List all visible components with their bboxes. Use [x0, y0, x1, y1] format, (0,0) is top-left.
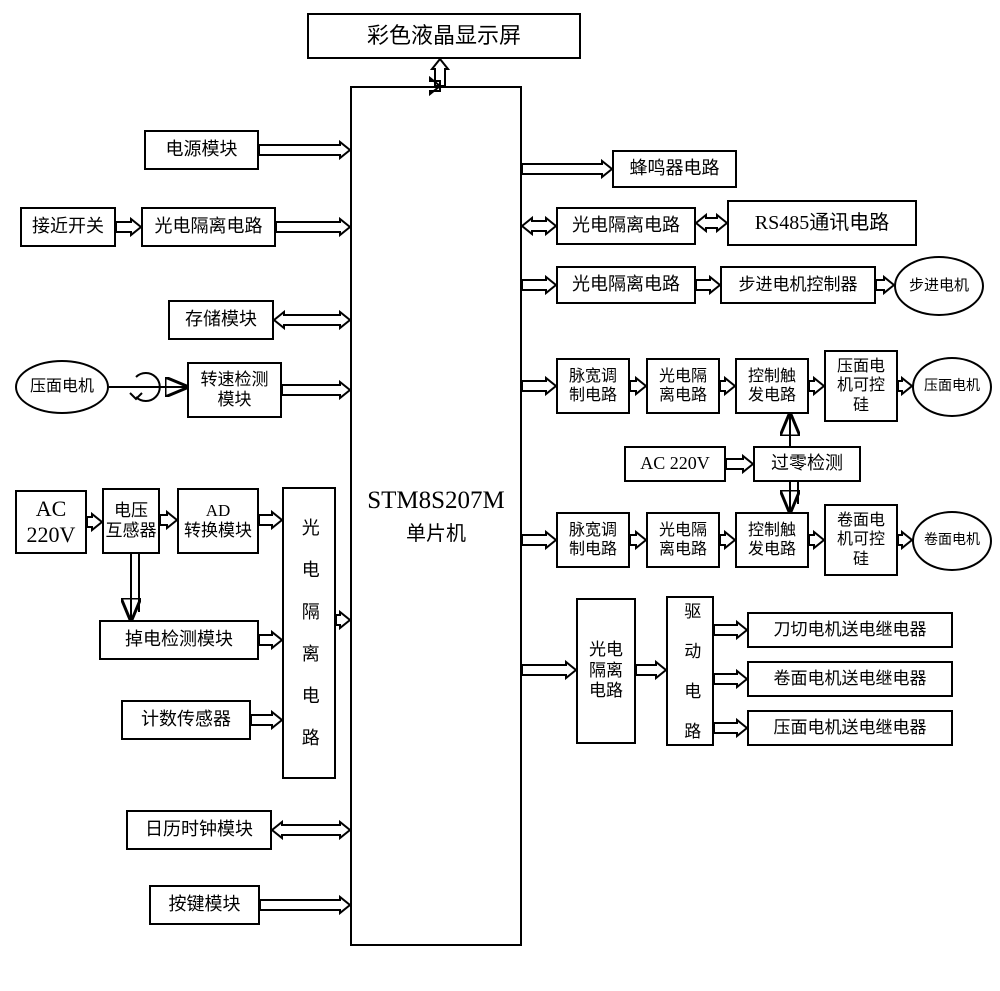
- rpm-label: 转速检测 模块: [201, 370, 269, 411]
- node-opto-l1: 光电隔离电路: [141, 207, 276, 247]
- node-rtc: 日历时钟模块: [126, 810, 272, 850]
- node-lcd: 彩色液晶显示屏: [307, 13, 581, 59]
- opto-l1-label: 光电隔离电路: [155, 216, 263, 238]
- node-opto-r2: 光电隔离电路: [556, 266, 696, 304]
- node-count: 计数传感器: [121, 700, 251, 740]
- node-trig2: 控制触 发电路: [735, 512, 809, 568]
- node-prox-switch: 接近开关: [20, 207, 116, 247]
- prox-switch-label: 接近开关: [32, 216, 104, 238]
- step-ctrl-label: 步进电机控制器: [739, 275, 858, 295]
- node-scr2: 卷面电 机可控 硅: [824, 504, 898, 576]
- node-key: 按键模块: [149, 885, 260, 925]
- lcd-label: 彩色液晶显示屏: [367, 23, 521, 49]
- node-vt: 电压 互感器: [102, 488, 160, 554]
- rtc-label: 日历时钟模块: [145, 819, 253, 841]
- rs485-label: RS485通讯电路: [755, 211, 889, 235]
- relay-press-label: 压面电机送电继电器: [774, 718, 927, 738]
- opto-r1-label: 光电隔离电路: [572, 215, 680, 237]
- node-storage: 存储模块: [168, 300, 274, 340]
- driver-label: 驱 动 电 路: [680, 602, 700, 741]
- node-zero-cross: 过零检测: [753, 446, 861, 482]
- node-press-motor-l: 压面电机: [15, 360, 109, 414]
- pwm2-label: 脉宽调 制电路: [569, 521, 617, 559]
- relay-roll-label: 卷面电机送电继电器: [774, 669, 927, 689]
- node-opto-r4: 光电隔 离电路: [646, 512, 720, 568]
- node-scr1: 压面电 机可控 硅: [824, 350, 898, 422]
- vt-label: 电压 互感器: [106, 501, 157, 542]
- key-label: 按键模块: [169, 894, 241, 916]
- node-step-motor: 步进电机: [894, 256, 984, 316]
- node-step-ctrl: 步进电机控制器: [720, 266, 876, 304]
- opto-l2-label: 光 电 隔 离 电 路: [298, 518, 320, 748]
- node-press-motor-r: 压面电机: [912, 357, 992, 417]
- mcu-label: STM8S207M: [367, 486, 505, 516]
- roll-motor-label: 卷面电机: [924, 533, 980, 550]
- opto-r2-label: 光电隔离电路: [572, 274, 680, 296]
- node-power-fail: 掉电检测模块: [99, 620, 259, 660]
- power-fail-label: 掉电检测模块: [125, 629, 233, 651]
- node-ac220v-r: AC 220V: [624, 446, 726, 482]
- power-label: 电源模块: [166, 139, 238, 161]
- zero-cross-label: 过零检测: [771, 453, 843, 475]
- count-label: 计数传感器: [141, 709, 231, 731]
- opto-r3-label: 光电隔 离电路: [659, 367, 707, 405]
- node-driver: 驱 动 电 路: [666, 596, 714, 746]
- node-ac220v-l: AC 220V: [15, 490, 87, 554]
- buzzer-label: 蜂鸣器电路: [630, 158, 720, 180]
- opto-r5-label: 光电 隔离 电路: [589, 640, 623, 701]
- node-pwm2: 脉宽调 制电路: [556, 512, 630, 568]
- trig1-label: 控制触 发电路: [748, 367, 796, 405]
- node-rpm: 转速检测 模块: [187, 362, 282, 418]
- opto-r4-label: 光电隔 离电路: [659, 521, 707, 559]
- scr2-label: 卷面电 机可控 硅: [837, 511, 885, 569]
- node-ad: AD 转换模块: [177, 488, 259, 554]
- press-motor-l-label: 压面电机: [30, 377, 94, 396]
- storage-label: 存储模块: [185, 309, 257, 331]
- mcu-sub: 单片机: [406, 522, 466, 546]
- pwm1-label: 脉宽调 制电路: [569, 367, 617, 405]
- node-power: 电源模块: [144, 130, 259, 170]
- relay-cut-label: 刀切电机送电继电器: [774, 620, 927, 640]
- ad-label: AD 转换模块: [184, 501, 252, 542]
- node-opto-r1: 光电隔离电路: [556, 207, 696, 245]
- trig2-label: 控制触 发电路: [748, 521, 796, 559]
- press-motor-r-label: 压面电机: [924, 379, 980, 396]
- node-rs485: RS485通讯电路: [727, 200, 917, 246]
- ac220v-l-label: AC 220V: [27, 496, 76, 549]
- ac220v-r-label: AC 220V: [640, 453, 710, 475]
- node-buzzer: 蜂鸣器电路: [612, 150, 737, 188]
- node-relay-press: 压面电机送电继电器: [747, 710, 953, 746]
- node-roll-motor: 卷面电机: [912, 511, 992, 571]
- scr1-label: 压面电 机可控 硅: [837, 357, 885, 415]
- node-opto-r3: 光电隔 离电路: [646, 358, 720, 414]
- step-motor-label: 步进电机: [909, 277, 969, 295]
- node-relay-cut: 刀切电机送电继电器: [747, 612, 953, 648]
- node-relay-roll: 卷面电机送电继电器: [747, 661, 953, 697]
- node-opto-l2: 光 电 隔 离 电 路: [282, 487, 336, 779]
- node-mcu: STM8S207M 单片机: [350, 86, 522, 946]
- node-opto-r5: 光电 隔离 电路: [576, 598, 636, 744]
- node-trig1: 控制触 发电路: [735, 358, 809, 414]
- node-pwm1: 脉宽调 制电路: [556, 358, 630, 414]
